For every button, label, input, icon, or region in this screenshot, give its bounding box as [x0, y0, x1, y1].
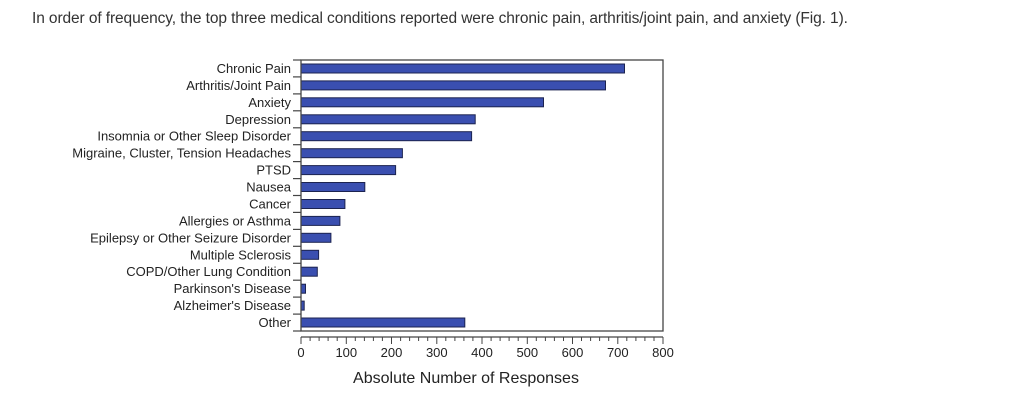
category-label: Allergies or Asthma [179, 213, 292, 228]
x-tick-label: 100 [335, 345, 357, 360]
x-tick-label: 200 [381, 345, 403, 360]
x-tick-label: 300 [426, 345, 448, 360]
bar-1 [300, 80, 606, 91]
category-label: Cancer [249, 197, 292, 212]
bar-5 [300, 148, 403, 159]
category-label: Chronic Pain [217, 61, 291, 76]
category-labels: Chronic Pain Arthritis/Joint Pain Anxiety D… [72, 61, 291, 330]
bar-0 [300, 63, 625, 74]
category-label: PTSD [256, 163, 291, 178]
category-label: COPD/Other Lung Condition [126, 264, 291, 279]
bar-9 [300, 215, 341, 226]
x-tick-label: 500 [516, 345, 538, 360]
category-label: Anxiety [248, 95, 291, 110]
x-tick-label: 800 [652, 345, 674, 360]
category-label: Arthritis/Joint Pain [186, 78, 291, 93]
category-label: Alzheimer's Disease [174, 298, 291, 313]
bar-10 [300, 232, 332, 243]
bar-6 [300, 165, 397, 176]
category-label: Other [258, 315, 291, 330]
x-tick-label: 400 [471, 345, 493, 360]
x-tick-label: 600 [562, 345, 584, 360]
bar-12 [300, 266, 318, 277]
bar-2 [300, 97, 544, 108]
bar-13 [300, 283, 306, 294]
bar-3 [300, 114, 476, 125]
x-tick-label: 0 [297, 345, 304, 360]
category-label: Nausea [246, 180, 292, 195]
category-label: Epilepsy or Other Seizure Disorder [90, 230, 292, 245]
bar-11 [300, 249, 320, 260]
bars-layer [300, 63, 625, 328]
x-tick-label: 700 [607, 345, 629, 360]
category-label: Parkinson's Disease [174, 281, 291, 296]
category-label: Depression [225, 112, 291, 127]
category-label: Insomnia or Other Sleep Disorder [97, 129, 291, 144]
bar-4 [300, 131, 473, 142]
bar-8 [300, 199, 346, 209]
x-ticks: 0 100 200 300 400 500 600 700 800 [297, 336, 674, 360]
y-ticks [293, 59, 301, 332]
caption-text: In order of frequency, the top three med… [32, 10, 848, 27]
x-axis-title: Absolute Number of Responses [353, 370, 579, 387]
bar-15 [300, 317, 466, 328]
category-label: Migraine, Cluster, Tension Headaches [72, 146, 291, 161]
category-label: Multiple Sclerosis [190, 247, 292, 262]
bar-7 [300, 182, 366, 192]
